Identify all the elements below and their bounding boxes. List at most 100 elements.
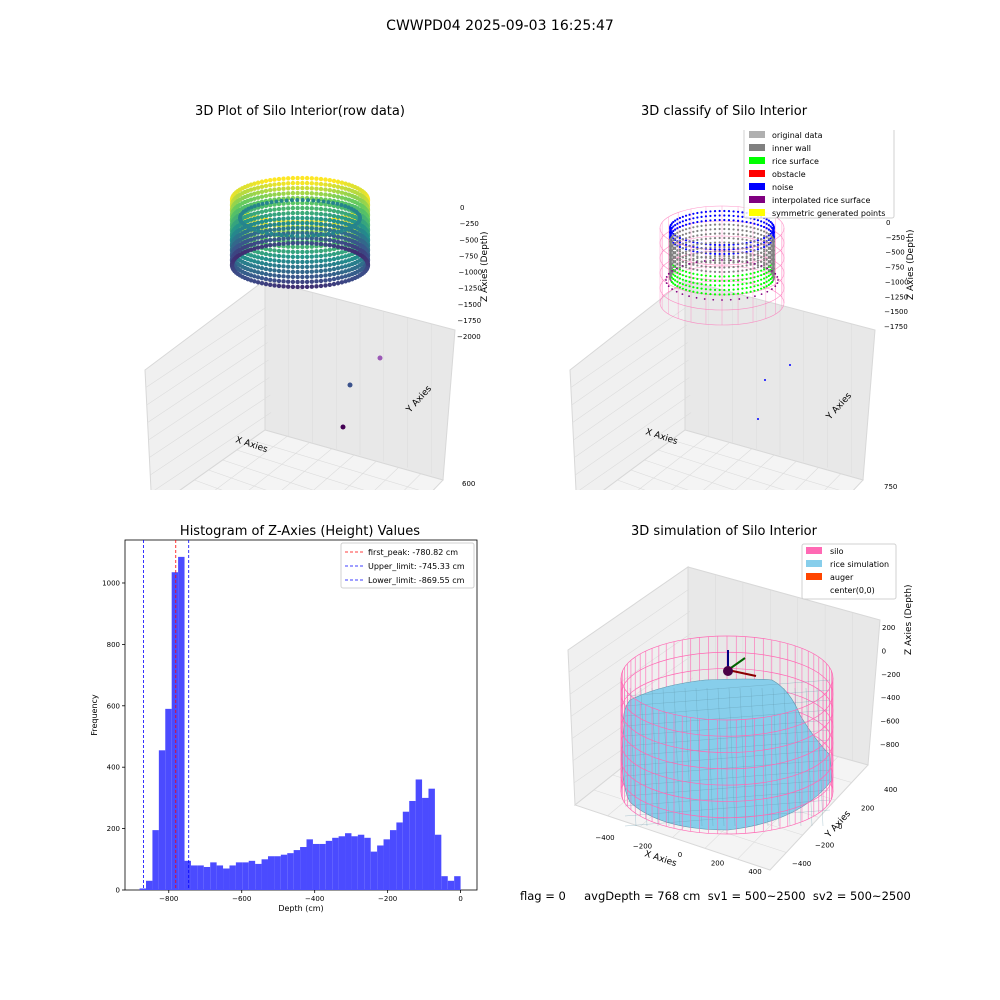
legend-swatch xyxy=(749,131,765,138)
y-tick-label: 600 xyxy=(107,702,120,710)
panel4-z-tick: −400 xyxy=(881,694,900,702)
panel1-3d-plot: −400−20002004006008001000 6004002000−200… xyxy=(144,175,490,490)
panel4-x-label: X Axies xyxy=(643,849,678,869)
histogram-bar xyxy=(165,708,172,890)
panel4-z-tick: −200 xyxy=(881,671,900,679)
legend-swatch xyxy=(806,573,822,580)
histogram-bar xyxy=(434,834,442,890)
y-tick-label: 1000 xyxy=(102,579,120,587)
panel2-z-label: Z Axies (Depth) xyxy=(906,229,916,300)
x-tick-label: 0 xyxy=(458,895,462,903)
histogram-bar xyxy=(190,865,198,890)
histogram-bar xyxy=(454,876,461,890)
legend-label: center(0,0) xyxy=(830,586,875,595)
histogram-bar xyxy=(364,837,371,890)
histogram-bar xyxy=(332,837,339,890)
histogram-bar xyxy=(312,843,320,890)
histogram-bar xyxy=(261,859,268,890)
panel4-z-tick: 0 xyxy=(882,647,886,655)
histogram-bar xyxy=(447,880,455,890)
histogram-bar xyxy=(158,750,166,890)
panel2-panes xyxy=(569,278,876,490)
histogram-bar xyxy=(370,851,378,890)
panel4-z-tick: −600 xyxy=(880,718,899,726)
panel1-z-tick: −500 xyxy=(459,236,478,244)
panel2-z-tick: −1000 xyxy=(885,278,909,286)
histogram-bar xyxy=(242,862,249,890)
panel4-x-ticks: −400 −200 0 200 400 xyxy=(595,834,761,876)
legend-label: inner wall xyxy=(772,144,811,153)
histogram-bar xyxy=(338,836,346,890)
panel1-panes xyxy=(144,279,456,490)
panel1-z-tick: −2000 xyxy=(457,333,481,341)
legend-label: rice surface xyxy=(772,157,819,166)
legend-label: silo xyxy=(830,547,844,556)
histogram-bar xyxy=(267,856,275,890)
panel2-z-tick: −1250 xyxy=(885,293,909,301)
y-tick-label: 0 xyxy=(116,887,120,895)
panel4-z-ticks: 200 0 −200 −400 −600 −800 xyxy=(880,624,900,749)
panel1-z-tick: 0 xyxy=(460,204,464,212)
panel1-z-tick: −750 xyxy=(459,252,478,260)
histogram-bar xyxy=(383,839,390,890)
x-tick-label: −200 xyxy=(378,895,397,903)
y-tick-label: 200 xyxy=(107,825,120,833)
legend-label: obstacle xyxy=(772,170,806,179)
panel2-3d-plot: −750−500−250025050075010001250 750500250… xyxy=(569,130,916,490)
legend-swatch xyxy=(749,170,765,177)
histogram-bar xyxy=(293,850,301,890)
panel2-grid xyxy=(570,286,852,490)
panel2-point-cloud xyxy=(659,205,791,420)
panel4-y-tick: 200 xyxy=(861,805,874,813)
histogram-bar xyxy=(184,860,191,890)
histogram-bar xyxy=(146,880,153,890)
panel2-title: 3D classify of Silo Interior xyxy=(640,104,808,119)
legend-label: interpolated rice surface xyxy=(772,196,870,205)
panel1-y-tick: 600 xyxy=(462,480,475,488)
legend-swatch xyxy=(806,560,822,567)
histogram-bar xyxy=(389,830,397,890)
histogram-bar xyxy=(441,876,448,890)
legend-label: auger xyxy=(830,573,854,582)
status-footer: flag = 0 avgDepth = 768 cm sv1 = 500~250… xyxy=(520,889,911,903)
panel1-grid xyxy=(145,286,432,490)
legend-swatch xyxy=(749,183,765,190)
legend-swatch xyxy=(749,157,765,164)
panel1-z-label: Z Axies (Depth) xyxy=(480,231,490,302)
histogram-bar xyxy=(274,856,281,890)
panel4-title: 3D simulation of Silo Interior xyxy=(631,524,817,539)
histogram-bar xyxy=(223,868,230,890)
legend-label: Lower_limit: -869.55 cm xyxy=(368,576,465,585)
figure-title: CWWPD04 2025-09-03 16:25:47 xyxy=(386,18,614,34)
legend-label: symmetric generated points xyxy=(772,209,885,218)
panel3-y-label: Frequency xyxy=(90,694,99,736)
panel2-z-tick: 0 xyxy=(886,219,890,227)
panel4-x-tick: 200 xyxy=(711,860,724,868)
panel1-z-tick: −250 xyxy=(460,220,479,228)
panel3-x-label: Depth (cm) xyxy=(278,904,323,913)
histogram-bar xyxy=(396,822,403,890)
panel1-z-tick: −1500 xyxy=(458,301,482,309)
histogram-bar xyxy=(428,788,435,890)
x-tick-label: −800 xyxy=(159,895,178,903)
histogram-bar xyxy=(178,556,185,890)
histogram-bar xyxy=(402,811,410,890)
histogram-bar xyxy=(280,854,288,890)
y-tick-label: 400 xyxy=(107,764,120,772)
panel3-histogram: −800 −600 −400 −200 0 0 200 400 600 800 1000 Dept… xyxy=(90,539,478,913)
panel3-legend: first_peak: -780.82 cm Upper_limit: -745.… xyxy=(340,542,475,589)
panel2-z-tick: −500 xyxy=(885,249,904,257)
histogram-bar xyxy=(300,847,307,890)
panel1-y-ticks: 6004002000−200−400−600−800−1000 xyxy=(462,480,475,488)
panel1-z-tick: −1000 xyxy=(459,269,483,277)
panel2-y-tick: 750 xyxy=(884,483,897,490)
panel4-y-tick: 0 xyxy=(838,823,842,831)
panel2-z-tick: −250 xyxy=(886,234,905,242)
panel1-title: 3D Plot of Silo Interior(row data) xyxy=(195,104,405,119)
legend-swatch xyxy=(749,144,765,151)
histogram-bar xyxy=(287,853,294,890)
legend-swatch xyxy=(749,209,765,216)
panel3-x-ticks: −800 −600 −400 −200 0 xyxy=(159,890,463,903)
panel4-x-tick: 0 xyxy=(678,851,682,859)
histogram-bar xyxy=(216,865,224,890)
